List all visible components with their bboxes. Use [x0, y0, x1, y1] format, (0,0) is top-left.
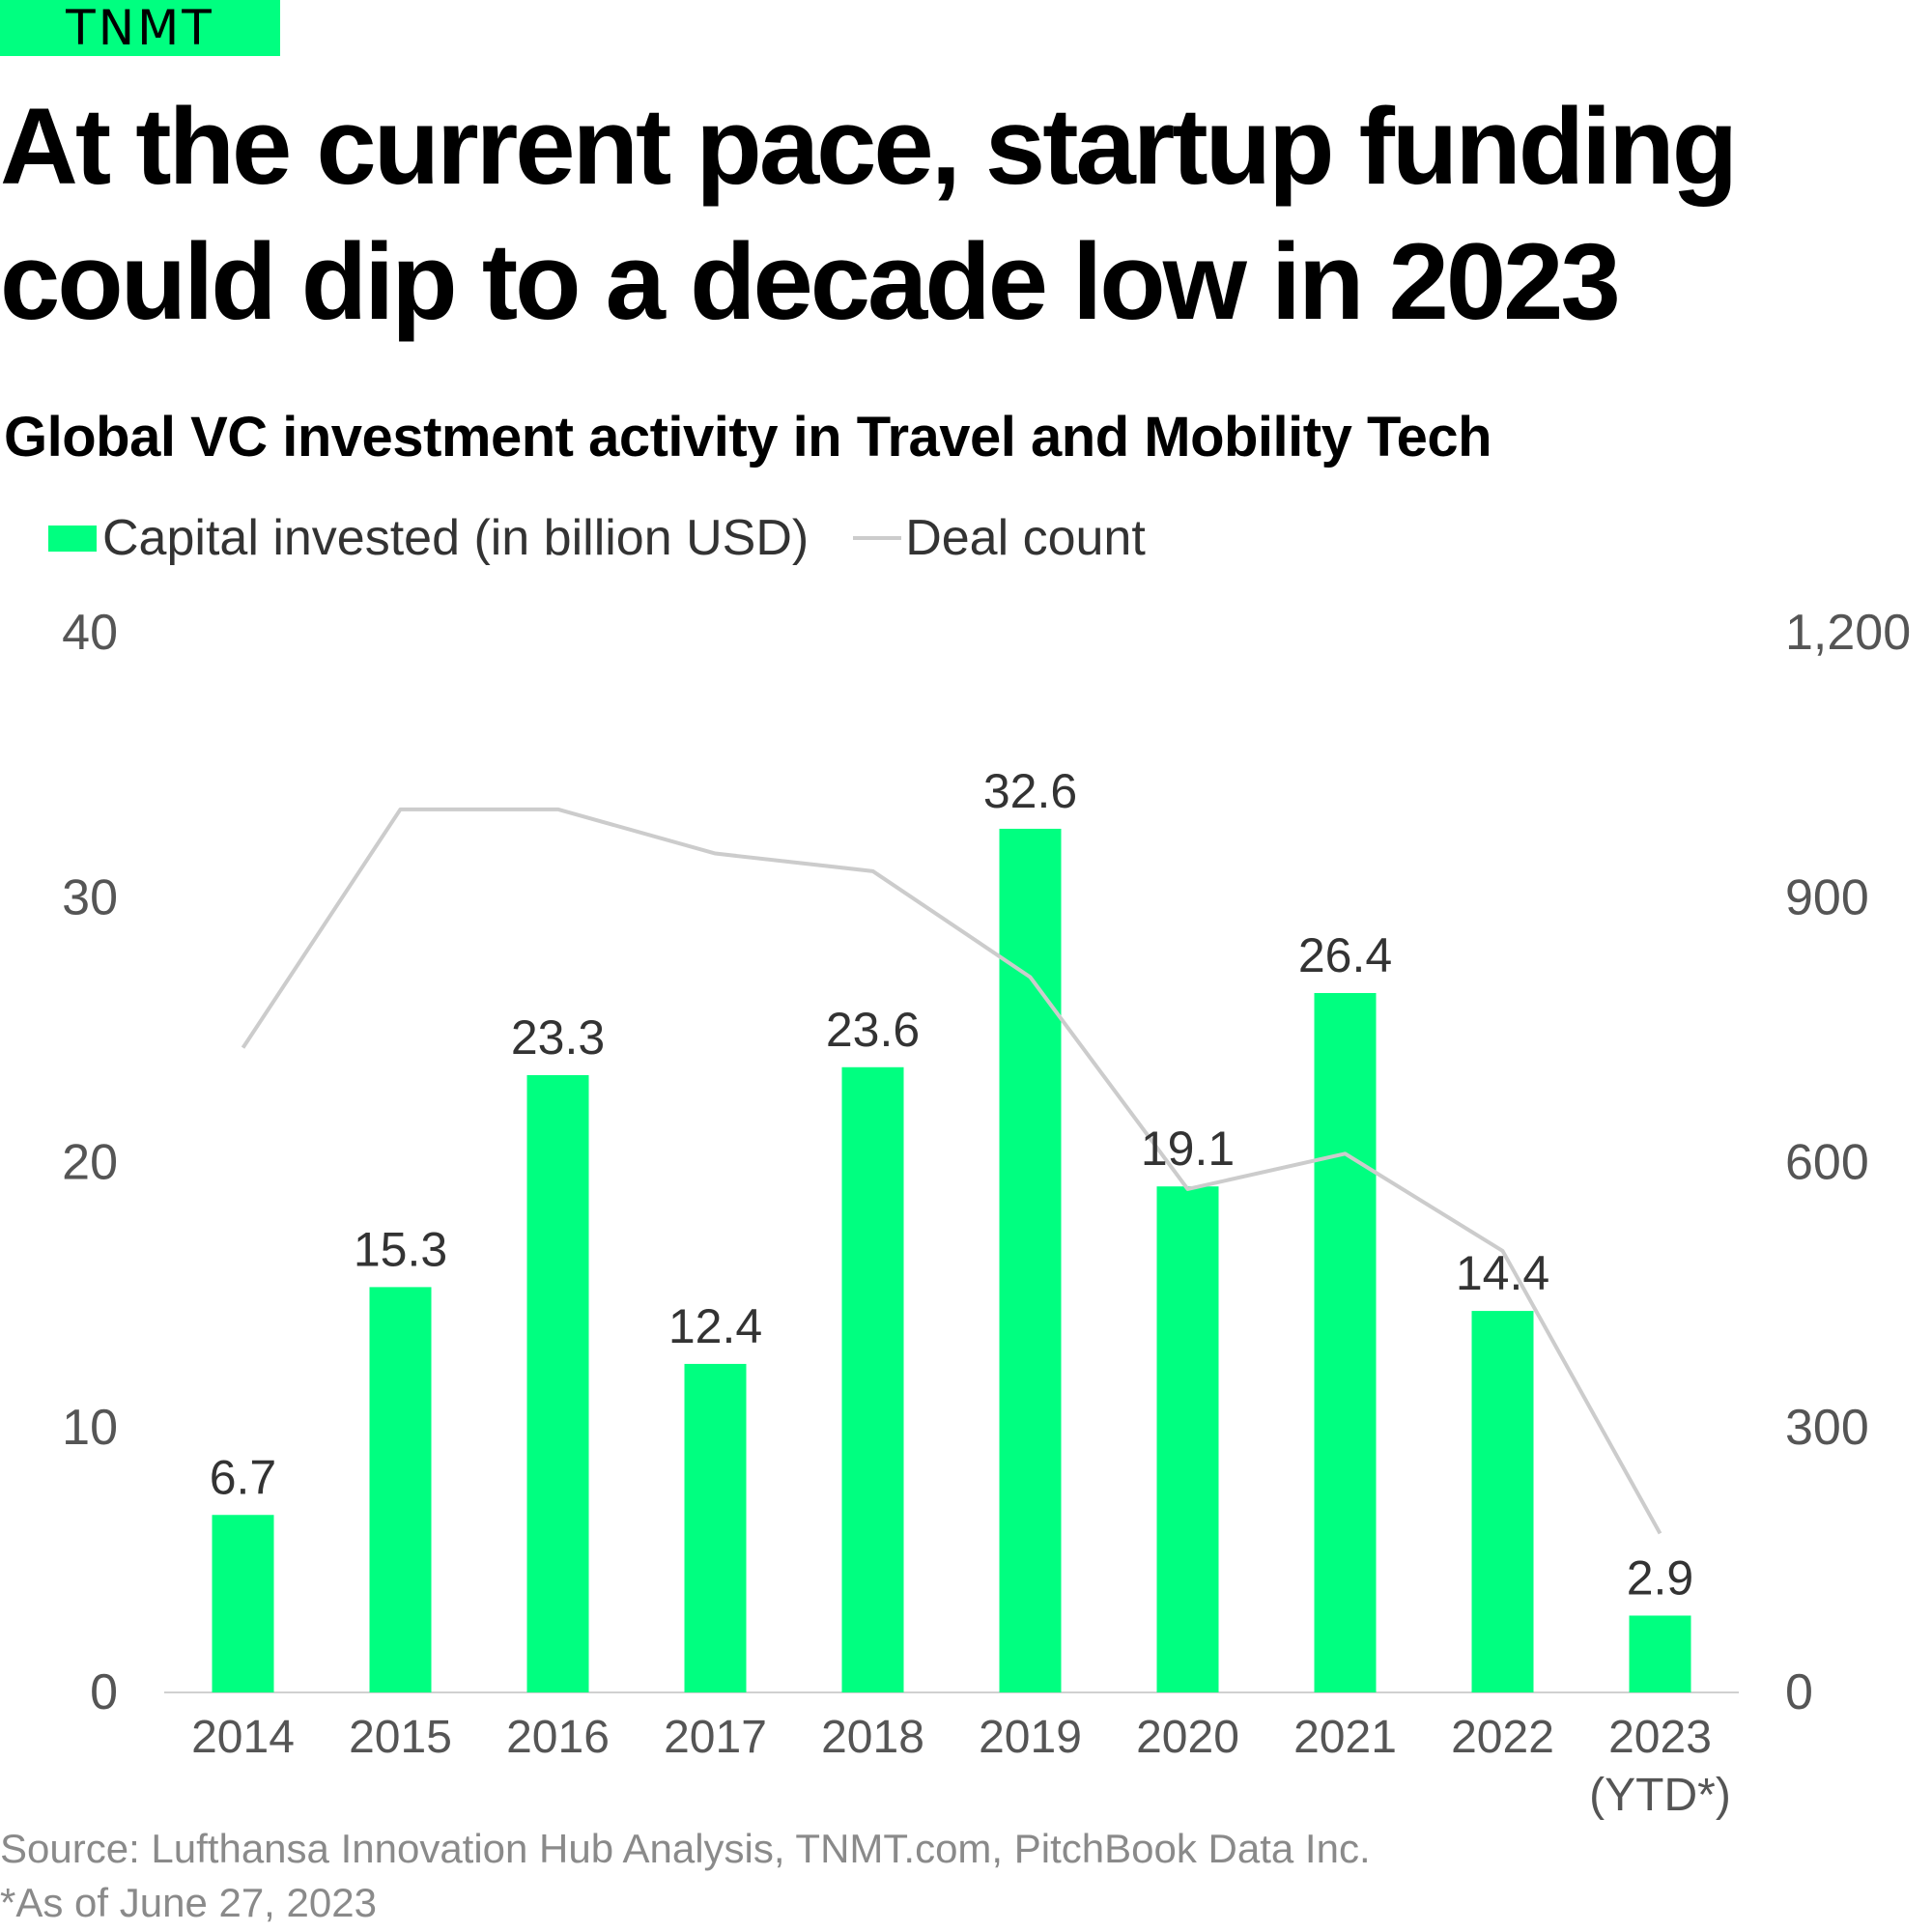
x-tick-label: 2017 — [664, 1712, 767, 1763]
x-tick-label: 2023 — [1608, 1712, 1712, 1763]
y-right-tick-label: 300 — [1785, 1400, 1869, 1456]
y-left-tick-label: 20 — [62, 1135, 118, 1191]
bar-data-label: 23.6 — [826, 1003, 920, 1057]
date-footnote: *As of June 27, 2023 — [0, 1880, 377, 1925]
x-tick-label: 2014 — [191, 1712, 295, 1763]
chart-title: Global VC investment activity in Travel … — [4, 406, 1492, 469]
logo-text: TNMT — [66, 0, 214, 56]
bar-data-label: 26.4 — [1298, 928, 1392, 982]
bar-data-label: 19.1 — [1141, 1122, 1235, 1176]
brand-logo: TNMT — [0, 0, 280, 56]
legend-swatch-deal-count — [853, 536, 902, 540]
y-right-tick-label: 600 — [1785, 1135, 1869, 1191]
y-right-tick-label: 1,200 — [1785, 605, 1911, 661]
y-right-tick-label: 0 — [1785, 1664, 1813, 1720]
y-left-tick-label: 30 — [62, 869, 118, 925]
bar-data-label: 6.7 — [210, 1450, 277, 1504]
bar-data-label: 14.4 — [1456, 1246, 1549, 1300]
x-tick-label: 2015 — [349, 1712, 452, 1763]
bar-data-label: 15.3 — [354, 1222, 447, 1276]
bar-data-label: 32.6 — [983, 764, 1077, 818]
x-tick-label: 2021 — [1293, 1712, 1397, 1763]
source-note: Source: Lufthansa Innovation Hub Analysi… — [0, 1826, 1371, 1871]
bar — [684, 1363, 747, 1692]
y-left-tick-label: 40 — [62, 605, 118, 661]
bar-data-label: 12.4 — [668, 1299, 762, 1353]
y-right-tick-label: 900 — [1785, 869, 1869, 925]
legend-label-deal-count: Deal count — [905, 510, 1146, 566]
bar-data-label: 2.9 — [1627, 1550, 1694, 1605]
x-tick-sublabel: (YTD*) — [1589, 1770, 1731, 1821]
x-tick-label: 2022 — [1451, 1712, 1554, 1763]
bar — [369, 1287, 432, 1692]
deal-count-line — [241, 807, 1662, 1535]
bar — [1471, 1311, 1534, 1692]
headline: At the current pace, startup funding cou… — [0, 86, 1738, 342]
chart-legend: Capital invested (in billion USD) Deal c… — [48, 509, 1146, 567]
bar-data-label: 23.3 — [511, 1010, 605, 1065]
y-left-tick-label: 0 — [90, 1664, 118, 1720]
x-tick-label: 2016 — [506, 1712, 610, 1763]
bar — [1156, 1186, 1219, 1692]
y-left-tick-label: 10 — [62, 1400, 118, 1456]
x-tick-label: 2018 — [821, 1712, 924, 1763]
legend-label-capital: Capital invested (in billion USD) — [102, 510, 810, 566]
bar — [212, 1515, 274, 1692]
bar — [1629, 1615, 1691, 1692]
bar — [1314, 992, 1377, 1692]
bar — [526, 1074, 589, 1692]
x-tick-label: 2020 — [1136, 1712, 1239, 1763]
legend-swatch-capital — [48, 525, 97, 552]
bar — [999, 828, 1062, 1692]
x-tick-label: 2019 — [979, 1712, 1082, 1763]
bar — [841, 1066, 904, 1692]
